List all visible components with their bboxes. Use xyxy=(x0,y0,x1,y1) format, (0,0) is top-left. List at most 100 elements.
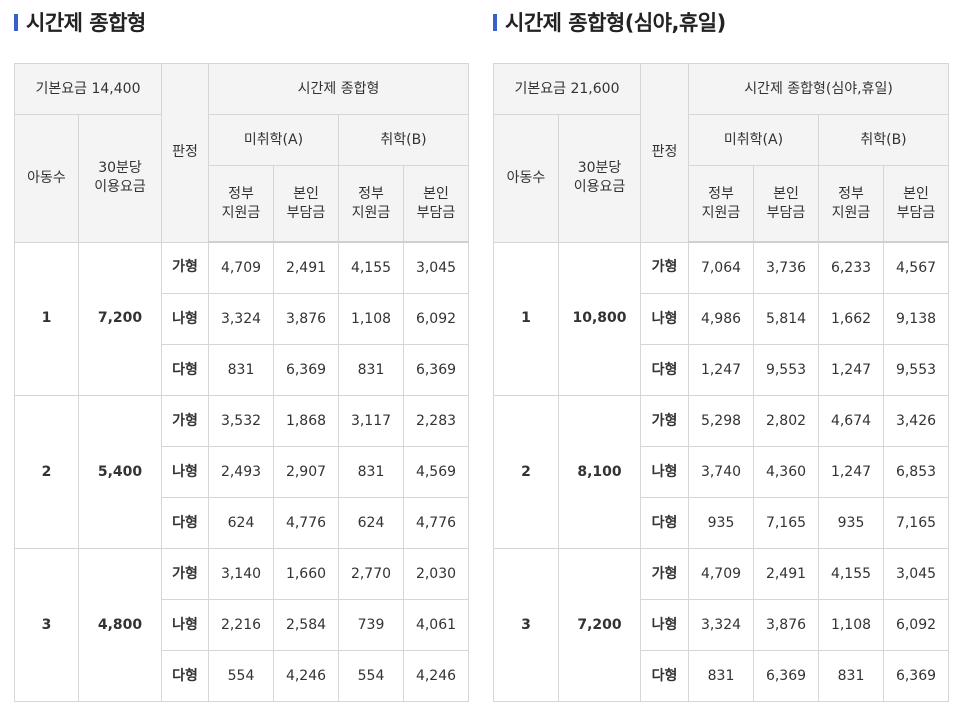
preschool-gov-cell: 4,709 xyxy=(688,548,754,600)
preschool-gov-cell: 3,532 xyxy=(208,395,274,447)
fee-30min-cell: 7,200 xyxy=(558,548,641,702)
fee-30min-cell: 8,100 xyxy=(558,395,641,549)
judgment-type-cell: 가형 xyxy=(161,548,209,600)
table-row: 다형 624 4,776 624 4,776 xyxy=(15,497,469,549)
child-count-header: 아동수 xyxy=(14,114,79,243)
preschool-gov-cell: 4,986 xyxy=(688,293,754,345)
judgment-type-cell: 나형 xyxy=(161,599,209,651)
fee-30min-cell: 7,200 xyxy=(78,241,162,396)
self-pay-header-a-line: 부담금 xyxy=(766,204,806,221)
child-count-cell: 3 xyxy=(14,548,79,702)
gov-support-header-b-line: 정부 xyxy=(358,185,384,202)
preschool-gov-cell: 2,216 xyxy=(208,599,274,651)
table-row: 다형 554 4,246 554 4,246 xyxy=(15,650,469,702)
fee-30min-cell: 5,400 xyxy=(78,395,162,549)
school-self-cell: 6,853 xyxy=(883,446,949,498)
child-count-cell: 1 xyxy=(493,241,559,396)
school-self-cell: 2,283 xyxy=(403,395,469,447)
school-self-cell: 6,369 xyxy=(883,650,949,702)
school-gov-cell: 6,233 xyxy=(818,241,884,294)
fee-30min-cell: 10,800 xyxy=(558,241,641,396)
preschool-gov-cell: 1,247 xyxy=(688,344,754,396)
preschool-self-cell: 2,584 xyxy=(273,599,339,651)
preschool-self-cell: 4,776 xyxy=(273,497,339,549)
left-section: 시간제 종합형 기본요금 14,400 판정 시간제 종합형 아동수 30분당 이용요금 미… xyxy=(14,0,470,702)
table-row: 2 5,400 가형 3,532 1,868 3,117 2,283 xyxy=(14,395,469,549)
judgment-type-cell: 가형 xyxy=(161,241,209,294)
preschool-a-header: 미취학(A) xyxy=(688,114,819,166)
school-gov-cell: 831 xyxy=(338,344,404,396)
child-count-cell: 2 xyxy=(493,395,559,549)
table-row: 나형 2,216 2,584 739 4,061 xyxy=(15,599,469,651)
gov-support-header-a-line: 지원금 xyxy=(221,204,261,221)
preschool-a-header: 미취학(A) xyxy=(208,114,339,166)
school-gov-cell: 2,770 xyxy=(338,548,404,600)
child-count-cell: 2 xyxy=(14,395,79,549)
child-count-cell: 3 xyxy=(493,548,559,702)
right-section: 시간제 종합형(심야,휴일) 기본요금 21,600 판정 시간제 종합형(심야,휴… xyxy=(493,0,950,702)
school-self-cell: 4,246 xyxy=(403,650,469,702)
table-row: 1 10,800 가형 7,064 3,736 6,233 4,567 xyxy=(493,241,949,396)
preschool-gov-cell: 3,324 xyxy=(208,293,274,345)
preschool-gov-cell: 935 xyxy=(688,497,754,549)
school-gov-cell: 739 xyxy=(338,599,404,651)
self-pay-header-a-line: 본인 xyxy=(773,185,799,202)
judgment-type-cell: 나형 xyxy=(640,599,689,651)
child-count-cell: 1 xyxy=(14,241,79,396)
base-fee-header: 기본요금 21,600 xyxy=(493,63,641,115)
table-row: 나형 3,324 3,876 1,108 6,092 xyxy=(15,293,469,345)
judgment-header: 판정 xyxy=(161,63,209,243)
section-title: 시간제 종합형(심야,휴일) xyxy=(493,0,950,44)
self-pay-header-b-line: 본인 xyxy=(903,185,929,202)
section-title-text: 시간제 종합형 xyxy=(26,11,146,35)
judgment-type-cell: 가형 xyxy=(640,548,689,600)
table-row: 1 7,200 가형 4,709 2,491 4,155 3,045 xyxy=(14,241,469,396)
preschool-gov-cell: 2,493 xyxy=(208,446,274,498)
preschool-gov-cell: 7,064 xyxy=(688,241,754,294)
preschool-self-cell: 2,907 xyxy=(273,446,339,498)
preschool-self-cell: 5,814 xyxy=(753,293,819,345)
self-pay-header-b-line: 부담금 xyxy=(416,204,456,221)
judgment-type-cell: 나형 xyxy=(640,446,689,498)
title-bar-marker xyxy=(14,13,18,31)
table-row: 3 7,200 가형 4,709 2,491 4,155 3,045 xyxy=(493,548,949,702)
school-self-cell: 9,553 xyxy=(883,344,949,396)
table-row: 2 8,100 가형 5,298 2,802 4,674 3,426 xyxy=(493,395,949,549)
gov-support-header-b-line: 지원금 xyxy=(831,204,871,221)
table-row: 나형 3,740 4,360 1,247 6,853 xyxy=(494,446,949,498)
fee-30min-header: 30분당 이용요금 xyxy=(78,114,162,243)
gov-support-header-b-line: 지원금 xyxy=(351,204,391,221)
gov-support-header-a: 정부 지원금 xyxy=(208,165,274,243)
group-header: 시간제 종합형(심야,휴일) xyxy=(688,63,949,115)
judgment-type-cell: 가형 xyxy=(640,241,689,294)
gov-support-header-a-line: 지원금 xyxy=(701,204,741,221)
school-gov-cell: 831 xyxy=(338,446,404,498)
school-gov-cell: 4,674 xyxy=(818,395,884,447)
judgment-type-cell: 다형 xyxy=(161,497,209,549)
judgment-type-cell: 다형 xyxy=(640,344,689,396)
school-gov-cell: 4,155 xyxy=(338,241,404,294)
school-gov-cell: 1,108 xyxy=(818,599,884,651)
judgment-type-cell: 다형 xyxy=(640,497,689,549)
judgment-type-cell: 나형 xyxy=(640,293,689,345)
judgment-type-cell: 다형 xyxy=(161,650,209,702)
preschool-self-cell: 4,246 xyxy=(273,650,339,702)
preschool-self-cell: 4,360 xyxy=(753,446,819,498)
preschool-self-cell: 2,802 xyxy=(753,395,819,447)
school-gov-cell: 1,247 xyxy=(818,446,884,498)
preschool-gov-cell: 4,709 xyxy=(208,241,274,294)
school-self-cell: 6,092 xyxy=(883,599,949,651)
table-row: 다형 831 6,369 831 6,369 xyxy=(494,650,949,702)
section-title-text: 시간제 종합형(심야,휴일) xyxy=(505,11,726,35)
school-gov-cell: 554 xyxy=(338,650,404,702)
table-row: 3 4,800 가형 3,140 1,660 2,770 2,030 xyxy=(14,548,469,702)
gov-support-header-a-line: 정부 xyxy=(708,185,734,202)
group-header: 시간제 종합형 xyxy=(208,63,469,115)
school-gov-cell: 4,155 xyxy=(818,548,884,600)
school-self-cell: 9,138 xyxy=(883,293,949,345)
school-self-cell: 7,165 xyxy=(883,497,949,549)
table-row: 다형 1,247 9,553 1,247 9,553 xyxy=(494,344,949,396)
rate-table: 기본요금 21,600 판정 시간제 종합형(심야,휴일) 아동수 30분당 이용요금 미취… xyxy=(493,63,949,702)
preschool-self-cell: 3,736 xyxy=(753,241,819,294)
